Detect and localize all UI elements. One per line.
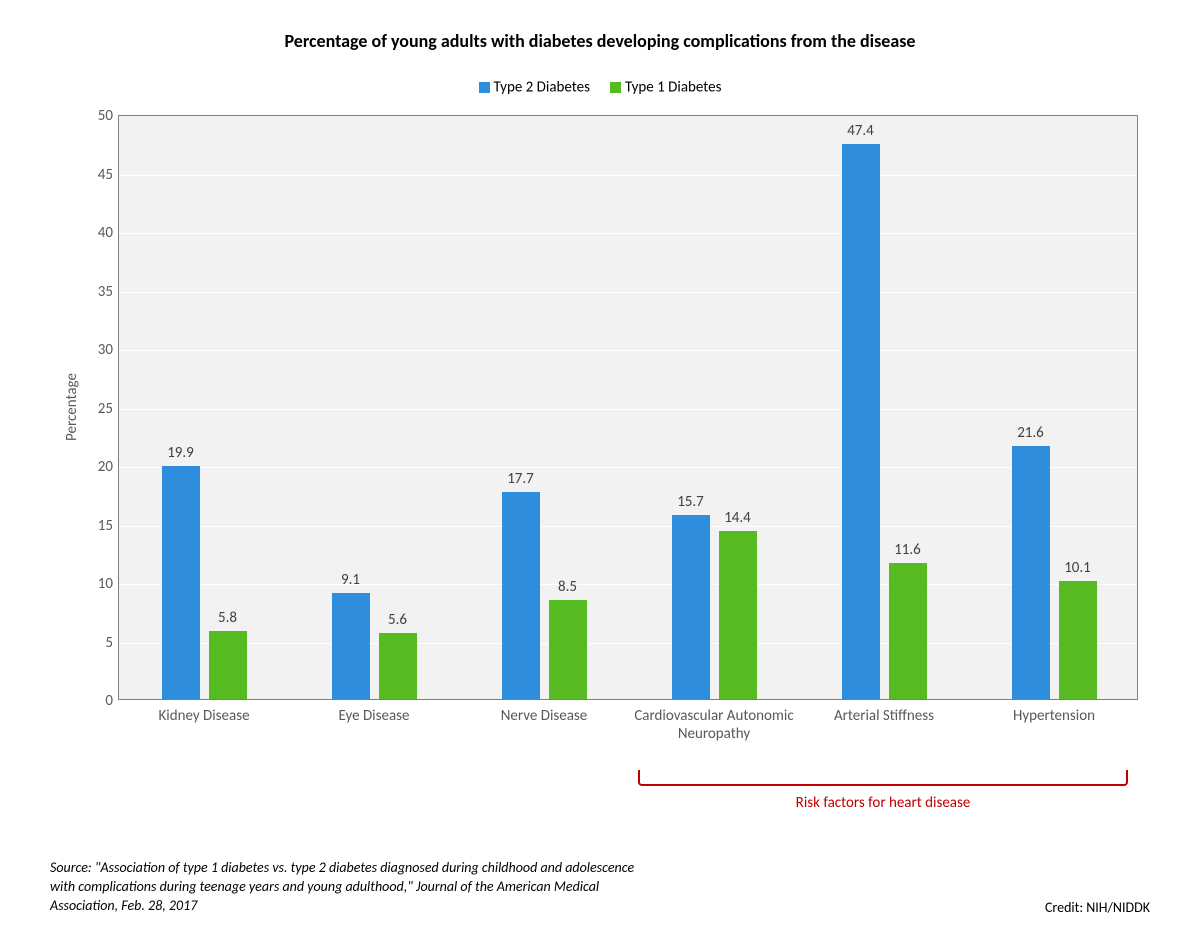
chart-title: Percentage of young adults with diabetes… [0, 30, 1200, 52]
x-tick-label: Kidney Disease [119, 707, 289, 725]
bar-value-label: 14.4 [724, 509, 751, 527]
gridline [119, 526, 1137, 527]
source-text: Source: "Association of type 1 diabetes … [50, 859, 660, 916]
plot-area: 0510152025303540455019.95.8Kidney Diseas… [118, 115, 1138, 700]
gridline [119, 233, 1137, 234]
bar-value-label: 15.7 [677, 493, 704, 511]
x-tick-label: Hypertension [969, 707, 1139, 725]
legend-label: Type 1 Diabetes [625, 78, 721, 96]
bar-value-label: 10.1 [1064, 559, 1091, 577]
y-tick-label: 10 [98, 575, 113, 593]
bar-value-label: 11.6 [894, 541, 921, 559]
gridline [119, 467, 1137, 468]
gridline [119, 584, 1137, 585]
bar: 10.1 [1059, 581, 1097, 699]
gridline [119, 175, 1137, 176]
bar-value-label: 17.7 [507, 470, 534, 488]
y-tick-label: 5 [105, 634, 113, 652]
bar: 21.6 [1012, 446, 1050, 699]
bar-value-label: 19.9 [167, 444, 194, 462]
y-tick-label: 45 [98, 166, 113, 184]
x-tick-label: Cardiovascular Autonomic Neuropathy [629, 707, 799, 743]
annotation-label: Risk factors for heart disease [628, 794, 1138, 812]
bar: 5.8 [209, 631, 247, 699]
bar-value-label: 8.5 [558, 578, 577, 596]
gridline [119, 409, 1137, 410]
bar: 9.1 [332, 593, 370, 699]
chart-container: Percentage of young adults with diabetes… [0, 0, 1200, 942]
y-tick-label: 25 [98, 400, 113, 418]
bar: 5.6 [379, 633, 417, 699]
gridline [119, 350, 1137, 351]
y-tick-label: 40 [98, 224, 113, 242]
bar-value-label: 21.6 [1017, 424, 1044, 442]
bar: 19.9 [162, 466, 200, 699]
credit-text: Credit: NIH/NIDDK [1045, 899, 1150, 916]
gridline [119, 643, 1137, 644]
y-tick-label: 30 [98, 341, 113, 359]
legend-item: Type 2 Diabetes [479, 78, 590, 96]
annotation-bracket [638, 770, 1128, 786]
y-tick-label: 50 [98, 107, 113, 125]
y-tick-label: 0 [105, 692, 113, 710]
y-axis-label: Percentage [63, 373, 81, 441]
legend-swatch [610, 82, 621, 93]
y-tick-label: 15 [98, 517, 113, 535]
bar-value-label: 5.6 [388, 611, 407, 629]
legend-swatch [479, 82, 490, 93]
legend-label: Type 2 Diabetes [494, 78, 590, 96]
bar: 47.4 [842, 144, 880, 699]
bar-value-label: 47.4 [847, 122, 874, 140]
bar: 14.4 [719, 531, 757, 699]
legend-item: Type 1 Diabetes [610, 78, 721, 96]
x-tick-label: Eye Disease [289, 707, 459, 725]
bar: 8.5 [549, 600, 587, 699]
bar-value-label: 9.1 [341, 571, 360, 589]
y-tick-label: 20 [98, 458, 113, 476]
bar: 15.7 [672, 515, 710, 699]
y-tick-label: 35 [98, 283, 113, 301]
bar: 11.6 [889, 563, 927, 699]
x-tick-label: Arterial Stiffness [799, 707, 969, 725]
x-tick-label: Nerve Disease [459, 707, 629, 725]
gridline [119, 292, 1137, 293]
bar: 17.7 [502, 492, 540, 699]
bar-value-label: 5.8 [218, 609, 237, 627]
legend: Type 2 Diabetes Type 1 Diabetes [0, 78, 1200, 96]
